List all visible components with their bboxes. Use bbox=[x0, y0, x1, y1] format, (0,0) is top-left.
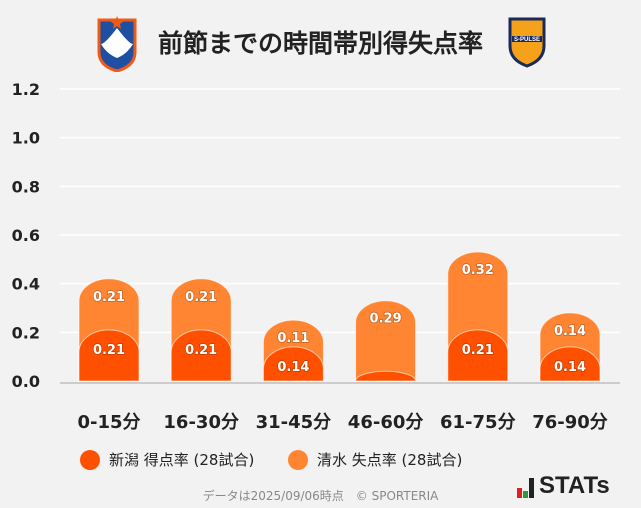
legend-swatch bbox=[80, 449, 100, 470]
y-tick-label: 0.0 bbox=[12, 372, 40, 391]
legend-item-shimizu: 清水 失点率 (28試合) bbox=[288, 449, 462, 470]
y-tick-label: 1.0 bbox=[12, 129, 40, 148]
data-label: 0.29 bbox=[370, 312, 402, 327]
data-label: 0.14 bbox=[554, 360, 586, 375]
legend-swatch bbox=[288, 449, 308, 470]
x-tick-label: 61-75分 bbox=[440, 412, 516, 433]
footer-note: データは2025/09/06時点 © SPORTERIA bbox=[202, 489, 439, 503]
data-label: 0.21 bbox=[93, 290, 125, 305]
svg-text:S-PULSE: S-PULSE bbox=[514, 37, 540, 43]
bar-niigata bbox=[262, 346, 324, 382]
data-label: 0.32 bbox=[462, 263, 494, 278]
x-tick-label: 31-45分 bbox=[256, 412, 332, 433]
data-label: 0.14 bbox=[277, 360, 309, 375]
bar-niigata bbox=[355, 370, 417, 382]
bar-niigata bbox=[170, 329, 232, 382]
legend-label: 新潟 得点率 (28試合) bbox=[109, 451, 255, 469]
data-label: 0.21 bbox=[93, 343, 125, 358]
bar-niigata bbox=[447, 329, 509, 382]
data-label: 0.21 bbox=[185, 343, 217, 358]
data-label: 0.11 bbox=[277, 331, 309, 346]
y-tick-label: 0.2 bbox=[12, 323, 40, 342]
y-tick-label: 0.4 bbox=[12, 275, 40, 294]
y-tick-label: 0.6 bbox=[12, 226, 40, 245]
bar-niigata bbox=[78, 329, 140, 382]
chart-title: 前節までの時間帯別得失点率 bbox=[158, 29, 484, 58]
y-tick-label: 1.2 bbox=[12, 80, 40, 99]
legend-item-niigata: 新潟 得点率 (28試合) bbox=[80, 449, 254, 470]
x-tick-label: 76-90分 bbox=[532, 412, 608, 433]
bar-niigata bbox=[539, 346, 601, 382]
legend-label: 清水 失点率 (28試合) bbox=[317, 451, 463, 469]
y-tick-label: 0.8 bbox=[12, 177, 40, 196]
albirex-logo bbox=[97, 16, 137, 72]
stats-wordmark: STATs bbox=[539, 472, 610, 499]
data-label: 0.21 bbox=[462, 343, 494, 358]
spulse-logo: S-PULSE bbox=[508, 17, 546, 68]
x-tick-label: 46-60分 bbox=[348, 412, 424, 433]
bar-shimizu bbox=[355, 300, 417, 382]
stats-logo: STATs bbox=[517, 474, 610, 498]
data-label: 0.14 bbox=[554, 324, 586, 339]
stats-bars-icon bbox=[517, 478, 534, 498]
data-label: 0.21 bbox=[185, 290, 217, 305]
x-tick-label: 16-30分 bbox=[163, 412, 239, 433]
x-tick-label: 0-15分 bbox=[77, 412, 140, 433]
